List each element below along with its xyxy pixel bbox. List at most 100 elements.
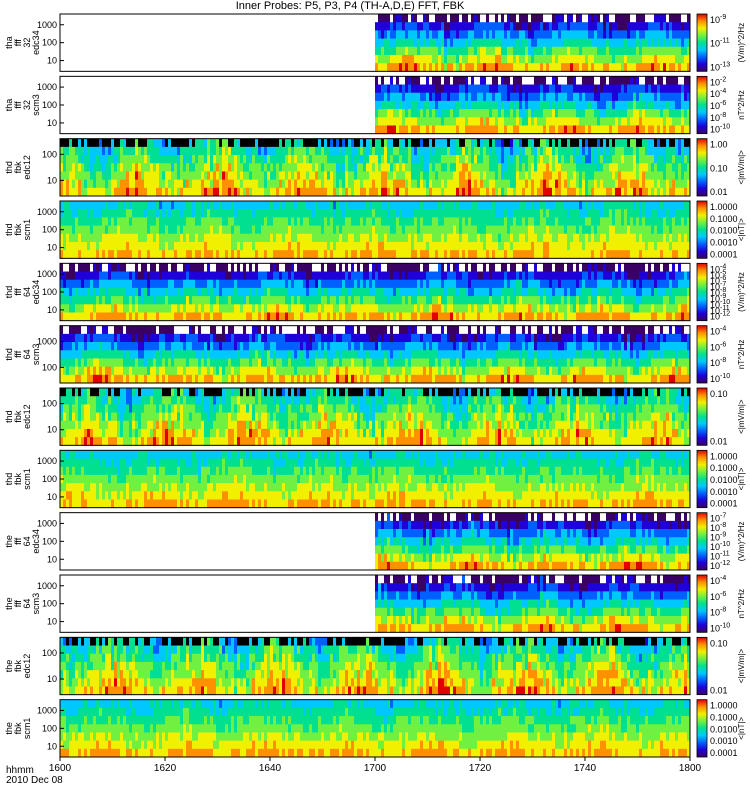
spectrogram-cell (459, 171, 463, 181)
spectrogram-cell (519, 76, 523, 85)
spectrogram-cell (474, 125, 478, 135)
spectrogram-cell (159, 312, 163, 322)
spectrogram-cell (285, 225, 289, 235)
spectrogram-cell (267, 225, 271, 235)
spectrogram-cell (171, 171, 175, 181)
spectrogram-cell (378, 125, 382, 135)
spectrogram-cell (591, 171, 595, 181)
spectrogram-cell (672, 100, 676, 110)
spectrogram-cell (450, 241, 454, 251)
spectrogram-cell (525, 109, 529, 118)
spectrogram-cell (120, 241, 124, 251)
spectrogram-cell (102, 263, 106, 272)
spectrogram-cell (579, 155, 583, 164)
spectrogram-cell (159, 179, 163, 189)
spectrogram-cell (357, 233, 361, 243)
spectrogram-cell (450, 22, 454, 31)
spectrogram-cell (165, 217, 169, 226)
spectrogram-cell (135, 304, 139, 313)
spectrogram-cell (603, 138, 607, 148)
spectrogram-cell (384, 38, 388, 48)
spectrogram-cell (81, 155, 85, 164)
spectrogram-cell (294, 209, 298, 218)
spectrogram-cell (348, 138, 352, 148)
spectrogram-cell (96, 138, 100, 148)
spectrogram-cell (474, 146, 478, 156)
spectrogram-cell (291, 225, 295, 235)
spectrogram-cell (675, 38, 679, 48)
spectrogram-cell (63, 171, 67, 181)
spectrogram-cell (423, 76, 427, 85)
spectrogram-cell (630, 100, 634, 110)
spectrogram-cell (663, 250, 667, 259)
spectrogram-cell (102, 233, 106, 243)
spectrogram-cell (528, 209, 532, 218)
spectrogram-cell (576, 138, 580, 148)
spectrogram-cell (276, 287, 280, 297)
spectrogram-cell (648, 155, 652, 164)
spectrogram-cell (288, 146, 292, 156)
spectrogram-cell (429, 117, 433, 126)
spectrogram-cell (468, 30, 472, 39)
spectrogram-cell (570, 117, 574, 126)
spectrogram-cell (342, 209, 346, 218)
spectrogram-cell (168, 146, 172, 156)
spectrogram-cell (207, 201, 211, 210)
spectrogram-cell (351, 201, 355, 210)
spectrogram-cell (642, 22, 646, 31)
spectrogram-cell (579, 233, 583, 243)
spectrogram-cell (252, 304, 256, 313)
spectrogram-cell (453, 22, 457, 31)
spectrogram-cell (219, 146, 223, 156)
spectrogram-cell (237, 233, 241, 243)
spectrogram-cell (414, 138, 418, 148)
spectrogram-cell (576, 54, 580, 64)
spectrogram-cell (408, 22, 412, 31)
spectrogram-cell (555, 179, 559, 189)
spectrogram-cell (603, 233, 607, 243)
spectrogram-cell (105, 304, 109, 313)
spectrogram-cell (675, 241, 679, 251)
spectrogram-cell (525, 100, 529, 110)
spectrogram-cell (615, 117, 619, 126)
spectrogram-cell (648, 187, 652, 197)
spectrogram-cell (447, 250, 451, 259)
spectrogram-cell (114, 279, 118, 289)
spectrogram-cell (645, 125, 649, 135)
spectrogram-cell (444, 225, 448, 235)
spectrogram-cell (405, 163, 409, 172)
spectrogram-cell (219, 263, 223, 272)
spectrogram-cell (111, 263, 115, 272)
spectrogram-cell (219, 233, 223, 243)
spectrogram-cell (600, 241, 604, 251)
spectrogram-cell (588, 233, 592, 243)
spectrogram-cell (120, 201, 124, 210)
spectrogram-cell (231, 217, 235, 226)
spectrogram-cell (132, 241, 136, 251)
spectrogram-cell (123, 287, 127, 297)
spectrogram-cell (231, 171, 235, 181)
spectrogram-cell (582, 84, 586, 94)
spectrogram-cell (219, 241, 223, 251)
spectrogram-cell (357, 201, 361, 210)
spectrogram-cell (231, 304, 235, 313)
spectrogram-cell (348, 250, 352, 259)
spectrogram-cell (402, 155, 406, 164)
spectrogram-cell (591, 138, 595, 148)
spectrogram-cell (393, 76, 397, 85)
spectrogram-cell (555, 76, 559, 85)
spectrogram-cell (141, 225, 145, 235)
spectrogram-cell (336, 146, 340, 156)
spectrogram-cell (642, 109, 646, 118)
spectrogram-cell (585, 22, 589, 31)
spectrogram-cell (117, 225, 121, 235)
spectrogram-cell (267, 187, 271, 197)
spectrogram-cell (186, 287, 190, 297)
spectrogram-cell (669, 179, 673, 189)
spectrogram-cell (111, 241, 115, 251)
spectrogram-cell (390, 187, 394, 197)
spectrogram-cell (519, 22, 523, 31)
spectrogram-cell (567, 109, 571, 118)
spectrogram-cell (222, 250, 226, 259)
spectrogram-cell (558, 125, 562, 135)
